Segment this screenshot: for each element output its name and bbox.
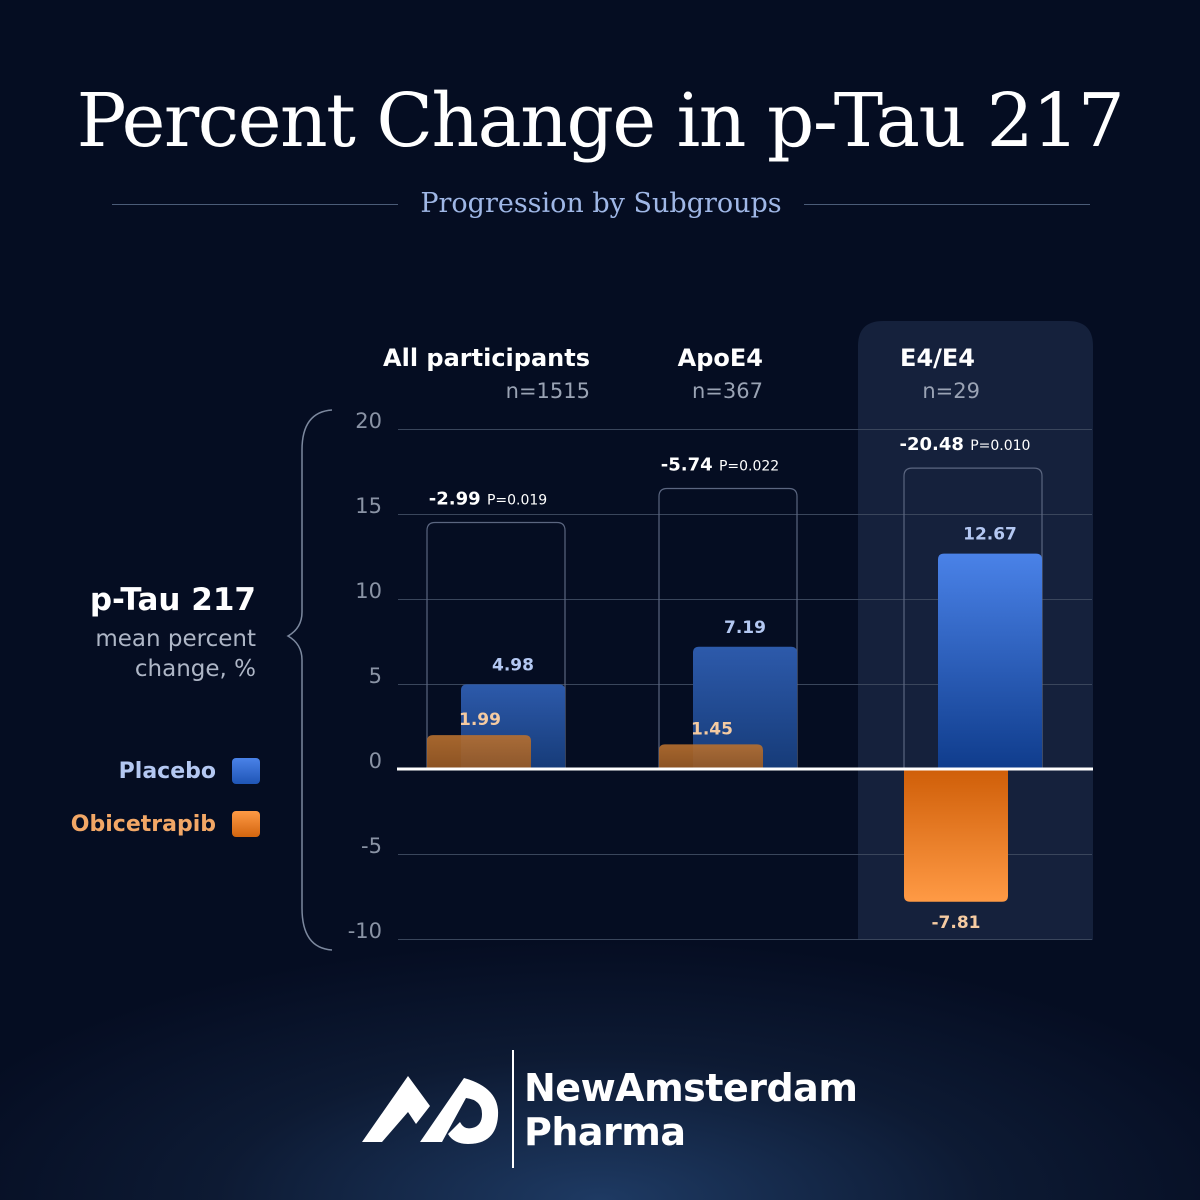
brand-name-line2: Pharma (524, 1110, 686, 1154)
y-tick-label: 5 (369, 664, 382, 688)
difference-bracket (903, 467, 1043, 769)
category-label: All participants (383, 344, 590, 372)
brand-name-line1: NewAmsterdam (524, 1066, 858, 1110)
difference-value: -2.99 (429, 489, 487, 510)
chart-subtitle: Progression by Subgroups (420, 188, 782, 219)
y-tick-label: 15 (355, 494, 382, 518)
y-tick-label: 10 (355, 579, 382, 603)
legend-swatch-obicetrapib (232, 811, 260, 837)
difference-value: -5.74 (661, 455, 719, 476)
difference-p-value: P=0.022 (719, 459, 779, 475)
difference-bracket (426, 521, 566, 769)
bar-label-placebo: 12.67 (963, 525, 1017, 545)
y-axis-subtitle-line1: mean percent (95, 626, 256, 652)
bar-label-obicetrapib: 1.99 (459, 710, 501, 730)
category-n-label: n=367 (692, 379, 763, 403)
difference-label: -5.74 P=0.022 (661, 455, 779, 476)
brand-divider (512, 1050, 514, 1168)
difference-label: -20.48 P=0.010 (900, 434, 1031, 455)
category-label: ApoE4 (678, 344, 763, 372)
category-n-label: n=1515 (506, 379, 590, 403)
difference-bracket (658, 487, 798, 769)
y-tick-label: 0 (369, 749, 382, 773)
y-axis-subtitle-line2: change, % (134, 656, 256, 682)
legend-swatch-placebo (232, 758, 260, 784)
brand-mark-icon (362, 1076, 499, 1144)
y-axis-title: p-Tau 217 (89, 582, 256, 618)
bar-label-placebo: 4.98 (492, 655, 534, 675)
y-axis-subtitle: mean percent change, % (36, 624, 256, 684)
bar-label-obicetrapib: -7.81 (932, 913, 981, 933)
legend-item-placebo: Placebo (119, 758, 260, 784)
subtitle-right-rule (804, 204, 1090, 205)
legend-label-obicetrapib: Obicetrapib (70, 811, 216, 837)
legend-item-obicetrapib: Obicetrapib (71, 811, 260, 837)
legend-label-placebo: Placebo (118, 758, 216, 784)
difference-p-value: P=0.019 (487, 493, 547, 509)
subtitle-left-rule (112, 204, 398, 205)
bar-placebo (938, 553, 1042, 769)
bar-label-placebo: 7.19 (724, 618, 766, 638)
chart-title: Percent Change in p-Tau 217 (76, 78, 1125, 164)
y-axis-brace (286, 409, 333, 951)
subtitle-row: Progression by Subgroups (112, 188, 1090, 224)
brand-logo: NewAmsterdam Pharma (360, 1048, 860, 1170)
bar-label-obicetrapib: 1.45 (691, 719, 733, 739)
category-n-label: n=29 (922, 379, 980, 403)
category-label: E4/E4 (900, 344, 975, 372)
difference-value: -20.48 (900, 434, 971, 455)
bar-obicetrapib (904, 769, 1008, 902)
y-tick-label: 20 (355, 409, 382, 433)
difference-p-value: P=0.010 (970, 438, 1030, 454)
bar-obicetrapib (659, 744, 763, 769)
bar-obicetrapib (427, 735, 531, 769)
y-tick-label: -5 (361, 834, 382, 858)
difference-label: -2.99 P=0.019 (429, 489, 547, 510)
bar-placebo (693, 646, 797, 769)
y-tick-label: -10 (348, 919, 382, 943)
